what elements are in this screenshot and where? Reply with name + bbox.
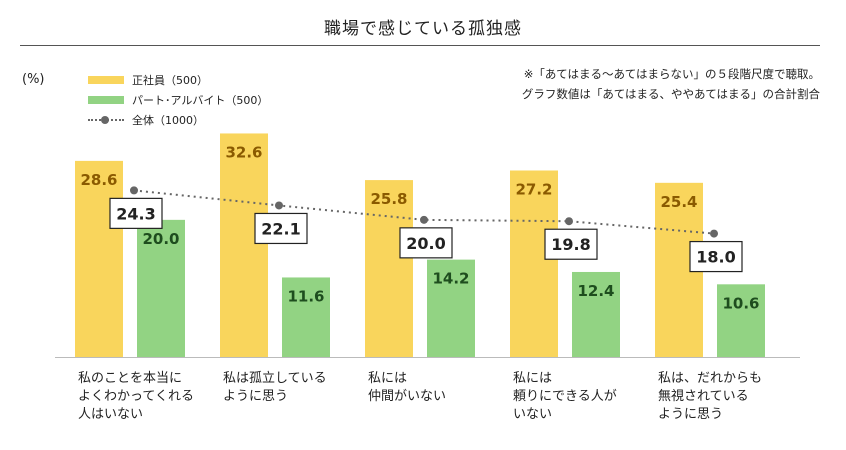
bar-parttime-5 (717, 284, 765, 357)
survey-note: ※「あてはまる～あてはまらない」の５段階尺度で聴取。 グラフ数値は「あてはまる、… (522, 64, 820, 104)
y-unit-label: (%) (22, 72, 45, 87)
category-label-5-line-3: ように思う (658, 407, 724, 422)
total-label-5: 18.0 (696, 248, 735, 267)
data-label-fulltime-2: 32.6 (225, 143, 262, 161)
total-label-2: 22.1 (261, 219, 300, 238)
total-line (133, 189, 715, 235)
total-label-box-2 (254, 212, 308, 245)
chart-title: 職場で感じている孤独感 (324, 19, 522, 39)
legend-swatch-total (88, 116, 124, 124)
bar-fulltime-4 (510, 170, 558, 357)
legend: 正社員（500） パート･アルバイト（500） 全体（1000） (88, 70, 268, 130)
title-divider (20, 45, 820, 46)
category-label-4: 私には頼りにできる人が いない (513, 370, 653, 424)
category-label-3-line-1: 私には (368, 371, 408, 386)
category-label-5: 私は、だれからも 無視されている ように思う (658, 370, 798, 424)
legend-swatch-parttime (88, 96, 124, 104)
category-label-5-line-1: 私は、だれからも (658, 371, 763, 386)
data-label-fulltime-3: 25.8 (370, 190, 407, 208)
data-label-parttime-3: 14.2 (432, 270, 469, 288)
total-point-5 (710, 229, 718, 238)
total-label-box-5 (689, 240, 743, 273)
category-label-3-line-2: 仲間がいない (368, 389, 447, 404)
category-label-4-line-1: 私には (513, 371, 553, 386)
category-label-1-line-3: 人はいない (78, 407, 144, 422)
bar-parttime-3 (427, 259, 475, 357)
total-point-3 (420, 215, 428, 224)
total-label-3: 20.0 (406, 234, 445, 253)
survey-note-line-1: ※「あてはまる～あてはまらない」の５段階尺度で聴取。 (523, 67, 820, 81)
data-label-parttime-1: 20.0 (142, 230, 179, 248)
legend-label-total: 全体（1000） (132, 114, 204, 127)
legend-label-parttime: パート･アルバイト（500） (132, 94, 269, 107)
legend-label-fulltime: 正社員（500） (132, 74, 208, 87)
category-label-1-line-2: よくわかってくれる (78, 389, 194, 404)
total-point-4 (565, 217, 573, 226)
total-label-4: 19.8 (551, 235, 590, 254)
data-label-parttime-2: 11.6 (287, 287, 324, 305)
category-label-1-line-1: 私のことを本当に (78, 371, 183, 386)
data-label-fulltime-4: 27.2 (515, 180, 552, 198)
legend-item-fulltime: 正社員（500） (88, 70, 268, 90)
data-label-parttime-5: 10.6 (722, 294, 759, 312)
category-label-4-line-2: 頼りにできる人が (513, 389, 617, 404)
total-point-1 (130, 186, 138, 195)
total-label-box-1 (109, 197, 163, 229)
bar-fulltime-3 (365, 180, 413, 357)
bar-parttime-4 (572, 271, 620, 357)
bar-parttime-2 (282, 277, 330, 357)
total-label-box-3 (399, 227, 453, 259)
category-label-5-line-2: 無視されている (658, 389, 749, 404)
data-label-parttime-4: 12.4 (577, 282, 614, 300)
category-label-3: 私には 仲間がいない (368, 370, 508, 406)
total-label-box-4 (544, 228, 598, 260)
data-label-fulltime-5: 25.4 (660, 193, 697, 211)
legend-item-total: 全体（1000） (88, 110, 268, 130)
total-point-2 (275, 201, 283, 210)
bar-fulltime-2 (220, 133, 268, 357)
legend-item-parttime: パート･アルバイト（500） (88, 90, 268, 110)
category-label-1: 私のことを本当に よくわかってくれる 人はいない (78, 370, 218, 424)
category-label-4-line-3: いない (513, 407, 553, 422)
legend-swatch-fulltime (88, 76, 124, 84)
category-label-2-line-1: 私は孤立している (223, 371, 327, 386)
bar-fulltime-1 (75, 160, 123, 357)
data-label-fulltime-1: 28.6 (80, 171, 117, 189)
bar-parttime-1 (137, 219, 185, 357)
total-label-1: 24.3 (116, 204, 155, 223)
survey-note-line-2: グラフ数値は「あてはまる、ややあてはまる」の合計割合 (521, 87, 820, 101)
category-label-2: 私は孤立している ように思う (223, 370, 363, 406)
category-label-2-line-2: ように思う (223, 389, 289, 404)
